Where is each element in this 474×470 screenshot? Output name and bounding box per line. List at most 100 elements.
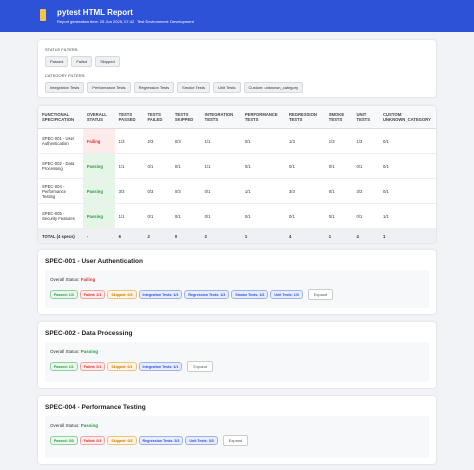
total-cell: 1	[324, 228, 353, 243]
count-cell: 0/1	[352, 203, 379, 229]
count-cell: 0/1	[379, 178, 436, 204]
expand-button[interactable]: Expand	[222, 435, 249, 446]
spec-name: SPEC-001 - User Authentication	[38, 128, 83, 154]
count-cell: 0/1	[143, 203, 171, 229]
spec-card: SPEC-001 - User Authentication Overall St…	[38, 250, 436, 314]
spec-name: SPEC-002 - Data Processing	[38, 153, 83, 179]
filters-card: STATUS FILTERS: Passed Failed Skipped CATE…	[38, 40, 436, 97]
count-cell: 1/1	[200, 128, 241, 154]
total-row: TOTAL (4 specs) -6 2 0 2 1 4 1 4 1	[38, 228, 436, 243]
category-filter-button[interactable]: Integration Tests	[45, 82, 85, 93]
category-filters: Integration Tests Performance Tests Regres…	[45, 82, 304, 93]
count-cell: 1/1	[379, 203, 436, 229]
count-cell: 1/3	[352, 128, 379, 154]
spec-card: SPEC-004 - Performance Testing Overall St…	[38, 396, 436, 464]
spec-title: SPEC-001 - User Authentication	[45, 258, 144, 265]
column-header: TESTS FAILED	[143, 106, 171, 129]
count-cell: 0/1	[379, 153, 436, 179]
status-value: Failing	[80, 277, 96, 282]
status-label: Overall Status:	[50, 349, 80, 354]
status-filters-label: STATUS FILTERS:	[45, 47, 79, 52]
count-cell: 3/3	[284, 178, 325, 204]
total-cell: 2	[200, 228, 241, 243]
count-cell: 1/1	[200, 153, 241, 179]
status-cell: Passing	[82, 178, 115, 204]
count-cell: 0/1	[324, 153, 353, 179]
status-label: Overall Status:	[50, 423, 80, 428]
category-filter-button[interactable]: Smoke Tests	[177, 82, 210, 93]
badge: Skipped: 0/3	[107, 436, 137, 445]
count-cell: 3/3	[352, 178, 379, 204]
column-header: SMOKE TESTS	[324, 106, 353, 129]
column-header: CUSTOM: UNKNOWN_CATEGORY	[379, 106, 436, 129]
badge: Failed: 0/1	[79, 362, 106, 371]
table-row: SPEC-004 - Performance Testing Passing 3/3…	[38, 178, 436, 204]
count-cell: 0/1	[200, 178, 241, 204]
spec-title: SPEC-004 - Performance Testing	[45, 404, 146, 411]
count-cell: 1/1	[114, 203, 144, 229]
header: pytest HTML Report Report generation tim…	[0, 0, 474, 32]
status-value: Passing	[80, 349, 99, 354]
total-cell: 1	[240, 228, 285, 243]
count-cell: 0/1	[170, 153, 201, 179]
badge: Integration Tests: 1/1	[138, 362, 183, 371]
spec-card: SPEC-002 - Data Processing Overall Status…	[38, 322, 436, 388]
spec-details: Overall Status: Failing Passed: 1/3 Failed…	[45, 270, 429, 308]
status-label: Overall Status:	[50, 277, 80, 282]
category-filter-button[interactable]: Regression Tests	[133, 82, 175, 93]
badge: Unit Tests: 1/3	[270, 290, 303, 299]
column-header: UNIT TESTS	[352, 106, 379, 129]
expand-button[interactable]: Expand	[187, 361, 213, 372]
spec-name: SPEC-005 - Security Features	[38, 203, 83, 229]
header-row: FUNCTIONAL SPECIFICATION OVERALL STATUS TE…	[38, 106, 436, 129]
badge: Passed: 1/3	[50, 290, 78, 299]
count-cell: 0/1	[379, 128, 436, 154]
total-cell: -	[82, 228, 115, 243]
expand-button[interactable]: Expand	[307, 289, 334, 300]
badge: Smoke Tests: 1/3	[231, 290, 269, 299]
badges: Passed: 3/3 Failed: 0/3 Skipped: 0/3 Regres…	[50, 435, 249, 446]
count-cell: 0/1	[143, 153, 171, 179]
badge: Passed: 3/3	[50, 436, 78, 445]
table-row: SPEC-001 - User Authentication Failing 1/3…	[38, 128, 436, 154]
badge: Failed: 2/3	[79, 290, 106, 299]
total-cell: 6	[114, 228, 144, 243]
count-cell: 0/1	[240, 203, 285, 229]
spec-title: SPEC-002 - Data Processing	[45, 330, 133, 337]
status-filter-button[interactable]: Passed	[45, 56, 69, 67]
category-filter-button[interactable]: Unit Tests	[213, 82, 241, 93]
category-filter-button[interactable]: Custom: unknown_category	[243, 82, 304, 93]
overall-status: Overall Status: Failing	[50, 277, 95, 282]
count-cell: 0/3	[143, 178, 171, 204]
total-cell: TOTAL (4 specs)	[38, 228, 83, 243]
status-cell: Passing	[82, 153, 115, 179]
column-header: REGRESSION TESTS	[284, 106, 325, 129]
status-filter-button[interactable]: Skipped	[95, 56, 120, 67]
count-cell: 0/1	[352, 153, 379, 179]
total-cell: 4	[352, 228, 379, 243]
table-body: SPEC-001 - User Authentication Failing 1/3…	[38, 128, 436, 243]
badge: Skipped: 0/1	[107, 362, 137, 371]
total-cell: 1	[379, 228, 436, 243]
summary-table: FUNCTIONAL SPECIFICATION OVERALL STATUS TE…	[38, 106, 436, 243]
badge: Failed: 0/3	[79, 436, 106, 445]
badge: Passed: 1/1	[50, 362, 78, 371]
count-cell: 0/1	[200, 203, 241, 229]
badges: Passed: 1/1 Failed: 0/1 Skipped: 0/1 Integr…	[50, 361, 213, 372]
category-filters-label: CATEGORY FILTERS:	[45, 73, 86, 78]
badge: Regression Tests: 3/3	[138, 436, 184, 445]
category-filter-button[interactable]: Performance Tests	[87, 82, 131, 93]
status-filter-button[interactable]: Failed	[71, 56, 93, 67]
count-cell: 0/3	[170, 178, 201, 204]
spec-name: SPEC-004 - Performance Testing	[38, 178, 83, 204]
table-row: SPEC-005 - Security Features Passing 1/1 0/…	[38, 203, 436, 229]
status-cell: Failing	[82, 128, 115, 154]
spec-details: Overall Status: Passing Passed: 3/3 Failed…	[45, 416, 429, 458]
column-header: PERFORMANCE TESTS	[240, 106, 285, 129]
total-cell: 0	[170, 228, 201, 243]
count-cell: 0/1	[170, 203, 201, 229]
count-cell: 0/1	[324, 203, 353, 229]
badge: Regression Tests: 1/3	[184, 290, 230, 299]
count-cell: 2/3	[143, 128, 171, 154]
